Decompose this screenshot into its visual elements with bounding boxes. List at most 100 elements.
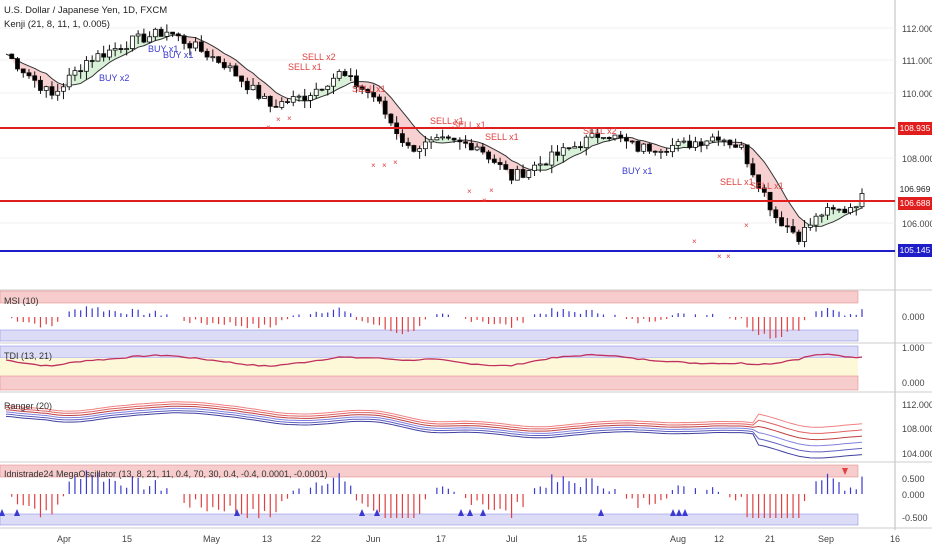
candle-body <box>371 92 377 98</box>
sell-signal: SELL x2 <box>583 126 617 136</box>
candle-body <box>342 71 348 77</box>
ranger-tick: 104.000 <box>902 449 932 459</box>
tdi-tick: 0.000 <box>902 378 925 388</box>
candle-body <box>589 132 595 138</box>
candle-body <box>635 140 641 152</box>
candle-body <box>290 96 296 103</box>
time-label: 21 <box>765 534 776 544</box>
tdi-upper-band <box>0 345 859 359</box>
tdi-line <box>5 353 863 367</box>
sell-cross-marker: × <box>266 123 271 132</box>
ranger-band-line <box>5 412 863 459</box>
candle-body <box>359 86 365 90</box>
candle-body <box>796 231 802 242</box>
candle-body <box>595 132 601 138</box>
candle-body <box>756 174 761 189</box>
candle-body <box>78 70 84 73</box>
candle-body <box>325 85 331 90</box>
candle-body <box>302 95 308 101</box>
candle-body <box>181 35 187 44</box>
tdi-label: TDI (13, 21) <box>4 351 53 361</box>
candle-body <box>319 88 325 91</box>
sell-signal: SELL x2 <box>302 52 336 62</box>
candle-body <box>618 134 624 139</box>
mega-up-arrow <box>0 509 5 516</box>
sell-cross-marker: × <box>717 252 722 261</box>
candle-body <box>61 86 66 92</box>
candle-body <box>187 43 193 49</box>
chart-title: U.S. Dollar / Japanese Yen, 1D, FXCM <box>4 5 168 16</box>
candle-body <box>704 140 710 146</box>
msi-lower-band <box>0 329 859 342</box>
candle-body <box>313 88 319 96</box>
ranger-label: Ranger (20) <box>4 401 53 411</box>
sell-cross-marker: × <box>467 187 472 196</box>
candle-body <box>451 137 457 141</box>
ranger-band-line <box>5 403 863 434</box>
candle-body <box>279 101 285 108</box>
time-label: 15 <box>577 534 588 544</box>
candle-body <box>72 70 78 76</box>
candle-body <box>411 145 417 152</box>
sell-signal: SELL x1 <box>485 132 519 142</box>
ranger-band-line <box>5 407 863 447</box>
mega-up-arrow <box>670 509 676 516</box>
candle-body <box>537 163 543 166</box>
mega-up-arrow <box>234 509 240 516</box>
msi-label: MSI (10) <box>4 296 39 306</box>
candle-body <box>853 206 859 209</box>
time-label: Aug <box>670 534 687 544</box>
candle-body <box>744 144 750 165</box>
candle-body <box>405 142 411 146</box>
candle-body <box>670 144 675 153</box>
sell-cloud <box>6 33 805 242</box>
candle-body <box>526 170 532 178</box>
candle-body <box>388 113 394 124</box>
candle-body <box>354 75 359 88</box>
candle-body <box>468 142 474 151</box>
candle-body <box>687 140 693 148</box>
candle-body <box>555 151 560 156</box>
candle-body <box>738 144 744 148</box>
candle-body <box>698 141 704 146</box>
candle-body <box>434 137 440 141</box>
candle-body <box>658 150 664 153</box>
candle-body <box>710 136 716 142</box>
time-label: 22 <box>311 534 322 544</box>
candle-body <box>84 60 89 72</box>
time-label: Apr <box>57 534 72 544</box>
megaosc-label: Idnistrade24 MegaOscillator (13, 8, 21, … <box>4 469 328 479</box>
mega-up-arrow <box>374 509 380 516</box>
candle-body <box>566 147 572 150</box>
time-label: 16 <box>890 534 901 544</box>
sell-signal: SELL x1 <box>352 84 386 94</box>
sell-cross-marker: × <box>726 252 731 261</box>
candle-body <box>428 139 434 143</box>
candle-body <box>836 208 842 211</box>
level-tag: 106.688 <box>898 197 932 210</box>
candle-body <box>204 50 210 58</box>
candle-body <box>647 143 652 152</box>
candle-body <box>400 133 405 143</box>
candle-body <box>89 60 95 62</box>
candle-body <box>578 146 583 149</box>
candle-body <box>38 79 43 91</box>
candle-body <box>382 100 388 115</box>
candle-body <box>819 214 825 217</box>
time-label: 12 <box>714 534 725 544</box>
candle-body <box>692 141 698 148</box>
candle-body <box>612 134 618 140</box>
candle-body <box>422 141 428 150</box>
candle-body <box>233 65 239 77</box>
msi-tick: 0.000 <box>902 312 925 322</box>
candle-body <box>239 75 244 82</box>
mega-tick: -0.500 <box>902 513 928 523</box>
time-label: 17 <box>436 534 447 544</box>
mega-up-arrow <box>458 509 464 516</box>
candle-body <box>491 158 497 163</box>
candle-body <box>152 28 158 38</box>
sell-cross-marker: × <box>276 115 281 124</box>
sell-signal: SELL x1 <box>430 116 464 126</box>
candle-body <box>457 139 463 143</box>
